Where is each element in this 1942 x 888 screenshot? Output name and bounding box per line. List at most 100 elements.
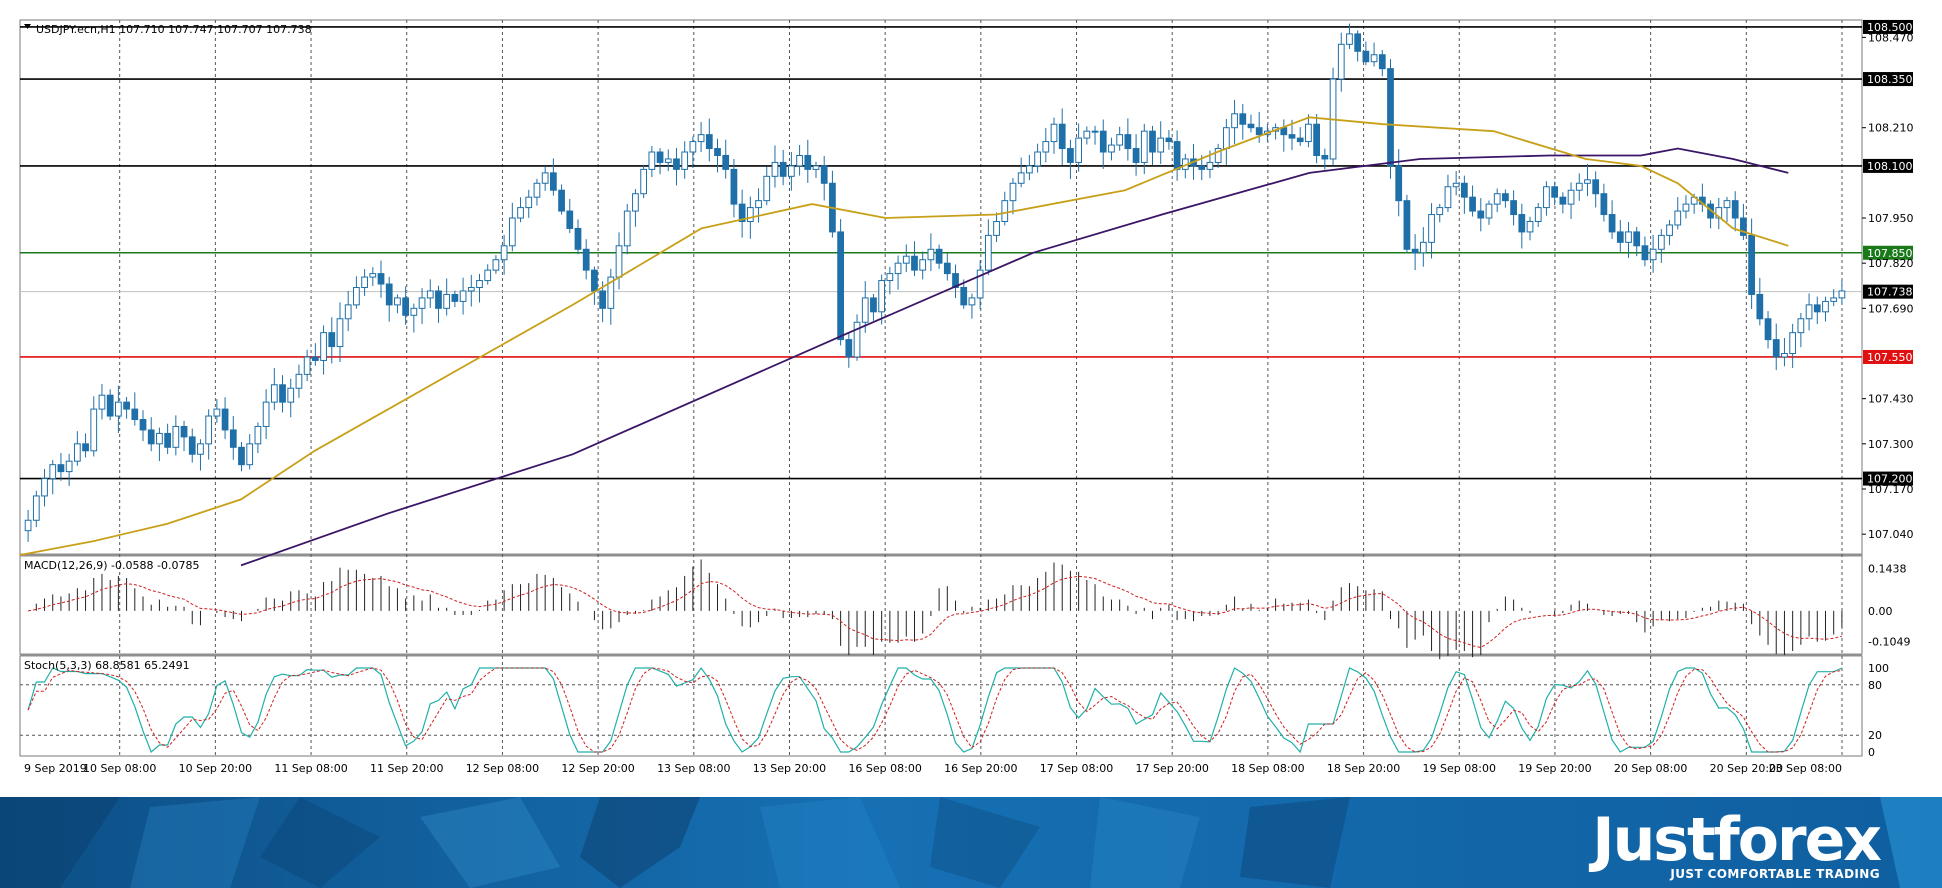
candle-body — [738, 203, 746, 222]
brand-tagline: JUST COMFORTABLE TRADING — [1670, 867, 1880, 881]
candle-body — [1666, 224, 1673, 236]
candle-body — [492, 259, 500, 271]
candle-body — [49, 464, 57, 480]
candle-body — [1764, 318, 1772, 341]
level-label: 107.200 — [1867, 473, 1913, 486]
candle-body — [1091, 130, 1099, 133]
dropdown-triangle-icon[interactable] — [24, 24, 31, 29]
candle-body — [1239, 113, 1247, 125]
current-price-label: 107.738 — [1867, 286, 1913, 299]
candle-body — [1493, 193, 1501, 205]
candle-body — [1838, 290, 1846, 299]
candle-body — [1608, 214, 1616, 233]
banner-pattern — [0, 797, 1942, 888]
candle-body — [435, 290, 442, 309]
candle-body — [1534, 207, 1542, 222]
time-tick-label: 11 Sep 20:00 — [370, 762, 443, 775]
candle-body — [229, 429, 237, 448]
candle-body — [82, 443, 89, 452]
candle-body — [1395, 165, 1403, 202]
time-tick-label: 11 Sep 08:00 — [274, 762, 347, 775]
candle-body — [451, 293, 459, 302]
time-tick-label: 18 Sep 08:00 — [1231, 762, 1304, 775]
candle-body — [344, 304, 352, 320]
level-tag — [1863, 471, 1913, 486]
candle-body — [1419, 241, 1427, 254]
candle-body — [180, 425, 188, 438]
candle-body — [1124, 134, 1132, 150]
candlesticks — [24, 23, 1846, 542]
candle-body — [188, 436, 196, 455]
candle-body — [607, 276, 615, 309]
candle-body — [673, 158, 680, 170]
candle-body — [1822, 300, 1829, 313]
candle-body — [1526, 220, 1534, 233]
candle-body — [1789, 332, 1797, 355]
candle-body — [1198, 165, 1206, 170]
candle-body — [164, 432, 171, 448]
candle-body — [1518, 214, 1526, 233]
candle-body — [1108, 144, 1115, 153]
candle-body — [656, 151, 664, 163]
candle-body — [1543, 186, 1550, 209]
macd-signal-line — [28, 575, 1843, 649]
level-label: 108.100 — [1867, 160, 1913, 173]
time-tick-label: 23 Sep 08:00 — [1769, 762, 1842, 775]
candle-body — [1247, 123, 1255, 129]
price-tick-label: 107.820 — [1868, 257, 1914, 270]
stoch-signal-line — [27, 667, 1842, 753]
symbol-header: USDJPY.ecn,H1 107.710 107.747 107.707 10… — [36, 23, 312, 36]
candle-body — [599, 290, 606, 309]
candle-body — [418, 297, 426, 309]
candle-body — [771, 161, 779, 177]
candle-body — [861, 297, 869, 323]
candle-body — [328, 332, 336, 348]
candle-body — [1017, 172, 1025, 184]
price-tick-label: 108.470 — [1868, 31, 1914, 44]
candle-body — [1502, 193, 1509, 202]
candle-body — [623, 210, 631, 247]
candle-body — [426, 290, 434, 299]
stoch-tick-label: 80 — [1868, 679, 1882, 692]
level-tag — [1863, 349, 1913, 364]
level-tag — [1863, 158, 1913, 173]
candle-body — [1616, 231, 1624, 243]
candle-body — [385, 283, 393, 306]
time-tick-label: 10 Sep 20:00 — [179, 762, 252, 775]
stoch-tick-label: 100 — [1868, 662, 1889, 675]
price-tick-label: 107.300 — [1868, 438, 1914, 451]
candle-body — [303, 356, 311, 375]
brand-banner: Justforex JUST COMFORTABLE TRADING — [0, 797, 1942, 888]
candle-body — [369, 273, 377, 278]
candle-body — [197, 443, 204, 455]
level-tag — [1863, 72, 1913, 87]
time-tick-label: 9 Sep 2019 — [24, 762, 87, 775]
candle-body — [837, 231, 844, 341]
candle-body — [1649, 248, 1657, 261]
chart-canvas[interactable]: 108.500 108.350 108.100 107.850 107.550 107.2… — [0, 0, 1942, 797]
candle-body — [508, 217, 516, 247]
candle-body — [1830, 297, 1838, 302]
time-tick-label: 18 Sep 20:00 — [1327, 762, 1400, 775]
candle-body — [459, 290, 467, 302]
candle-body — [1009, 182, 1017, 202]
candle-body — [1387, 68, 1394, 167]
candle-body — [467, 287, 475, 292]
candle-body — [894, 262, 902, 275]
brand-logo[interactable]: Justforex — [1592, 805, 1882, 875]
candle-body — [1370, 54, 1378, 63]
time-tick-label: 16 Sep 08:00 — [848, 762, 921, 775]
candle-body — [1625, 231, 1632, 243]
candle-body — [1313, 123, 1321, 156]
moving-average-line — [19, 116, 1789, 556]
candle-body — [566, 210, 574, 229]
candle-body — [262, 401, 270, 427]
candle-body — [1567, 189, 1575, 205]
candle-body — [1231, 113, 1238, 129]
candle-body — [697, 134, 705, 143]
candle-body — [1026, 165, 1033, 174]
candle-body — [1641, 245, 1649, 261]
candle-body — [1165, 137, 1173, 143]
candle-body — [1362, 50, 1370, 63]
